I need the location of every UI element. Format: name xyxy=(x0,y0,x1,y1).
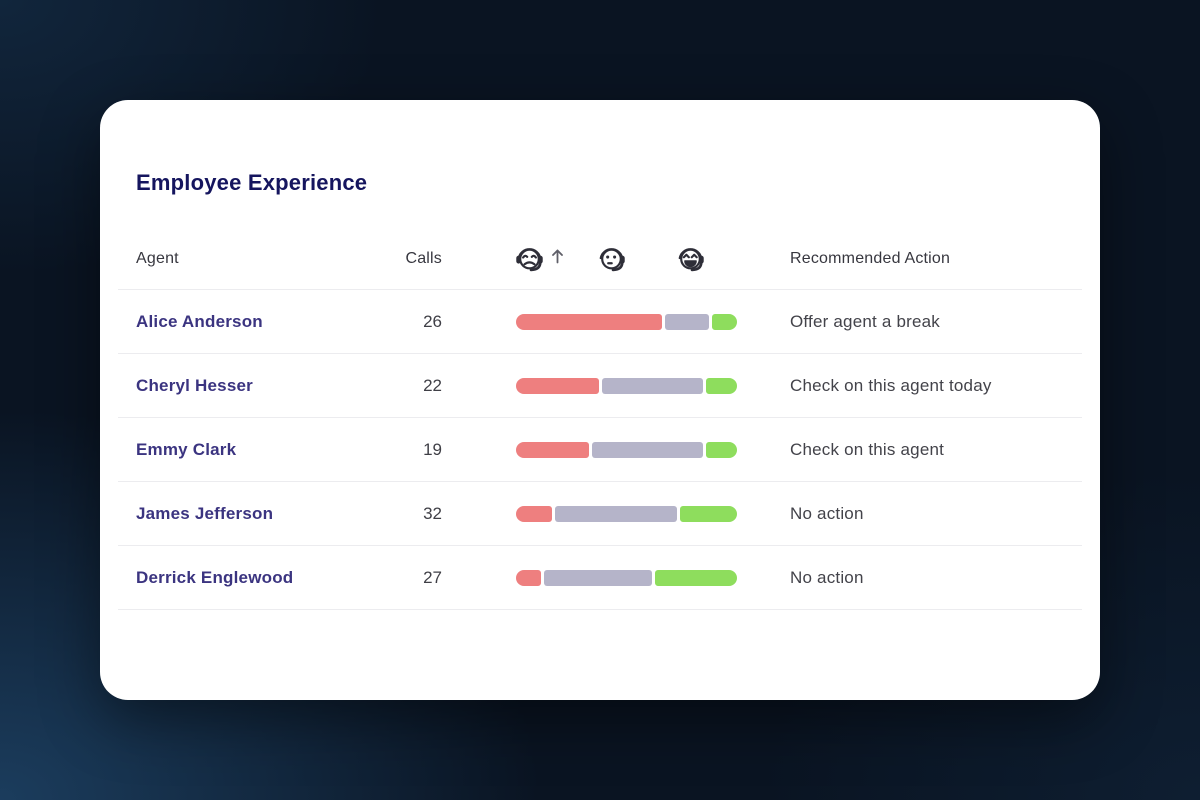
table-row[interactable]: James Jefferson 32 No action xyxy=(118,482,1082,546)
neutral-sentiment-segment xyxy=(592,441,703,458)
table-row[interactable]: Cheryl Hesser 22 Check on this agent tod… xyxy=(118,354,1082,418)
negative-sentiment-segment xyxy=(516,569,541,586)
agent-name-link[interactable]: Emmy Clark xyxy=(136,439,237,459)
sort-ascending-icon xyxy=(550,247,565,270)
recommended-action: No action xyxy=(790,503,864,523)
column-header-negative-sentiment[interactable] xyxy=(514,243,565,274)
agent-name-link[interactable]: James Jefferson xyxy=(136,503,274,523)
column-header-action: Recommended Action xyxy=(790,249,951,267)
negative-sentiment-segment xyxy=(516,377,600,394)
calls-count: 27 xyxy=(423,567,442,587)
table-row[interactable]: Emmy Clark 19 Check on this agent xyxy=(118,418,1082,482)
table-header-row: Agent Calls xyxy=(118,228,1082,290)
card-title: Employee Experience xyxy=(136,170,368,195)
recommended-action: Offer agent a break xyxy=(790,311,940,331)
table-body: Alice Anderson 26 Offer agent a break Ch… xyxy=(118,290,1082,610)
sentiment-stacked-bar xyxy=(516,441,737,458)
positive-sentiment-segment xyxy=(679,505,737,522)
sentiment-stacked-bar xyxy=(516,377,737,394)
column-header-sentiment xyxy=(516,242,737,276)
calls-count: 19 xyxy=(423,439,442,459)
calls-count: 22 xyxy=(423,375,442,395)
sentiment-stacked-bar xyxy=(516,313,737,330)
column-header-agent: Agent xyxy=(136,249,179,267)
column-header-calls: Calls xyxy=(405,249,442,267)
employee-experience-card: Employee Experience Agent Calls xyxy=(100,100,1100,700)
sentiment-stacked-bar xyxy=(516,505,737,522)
negative-sentiment-segment xyxy=(516,313,662,330)
neutral-sentiment-segment xyxy=(664,313,710,330)
negative-sentiment-segment xyxy=(516,505,553,522)
table-row[interactable]: Derrick Englewood 27 No action xyxy=(118,546,1082,610)
table-row[interactable]: Alice Anderson 26 Offer agent a break xyxy=(118,290,1082,354)
neutral-sentiment-segment xyxy=(555,505,677,522)
calls-count: 32 xyxy=(423,503,442,523)
negative-sentiment-segment xyxy=(516,441,590,458)
agent-name-link[interactable]: Derrick Englewood xyxy=(136,567,294,587)
neutral-face-headset-icon xyxy=(596,243,627,274)
positive-sentiment-segment xyxy=(705,441,737,458)
agent-name-link[interactable]: Alice Anderson xyxy=(136,311,263,331)
sentiment-stacked-bar xyxy=(516,569,737,586)
employee-table: Agent Calls xyxy=(118,228,1082,610)
calls-count: 26 xyxy=(423,311,442,331)
neutral-sentiment-segment xyxy=(602,377,704,394)
recommended-action: Check on this agent today xyxy=(790,375,992,395)
recommended-action: Check on this agent xyxy=(790,439,945,459)
agent-name-link[interactable]: Cheryl Hesser xyxy=(136,375,253,395)
sad-face-headset-icon xyxy=(514,243,545,274)
happy-face-headset-icon xyxy=(675,243,706,274)
positive-sentiment-segment xyxy=(706,377,737,394)
positive-sentiment-segment xyxy=(655,569,737,586)
positive-sentiment-segment xyxy=(712,313,737,330)
neutral-sentiment-segment xyxy=(543,569,653,586)
recommended-action: No action xyxy=(790,567,864,587)
